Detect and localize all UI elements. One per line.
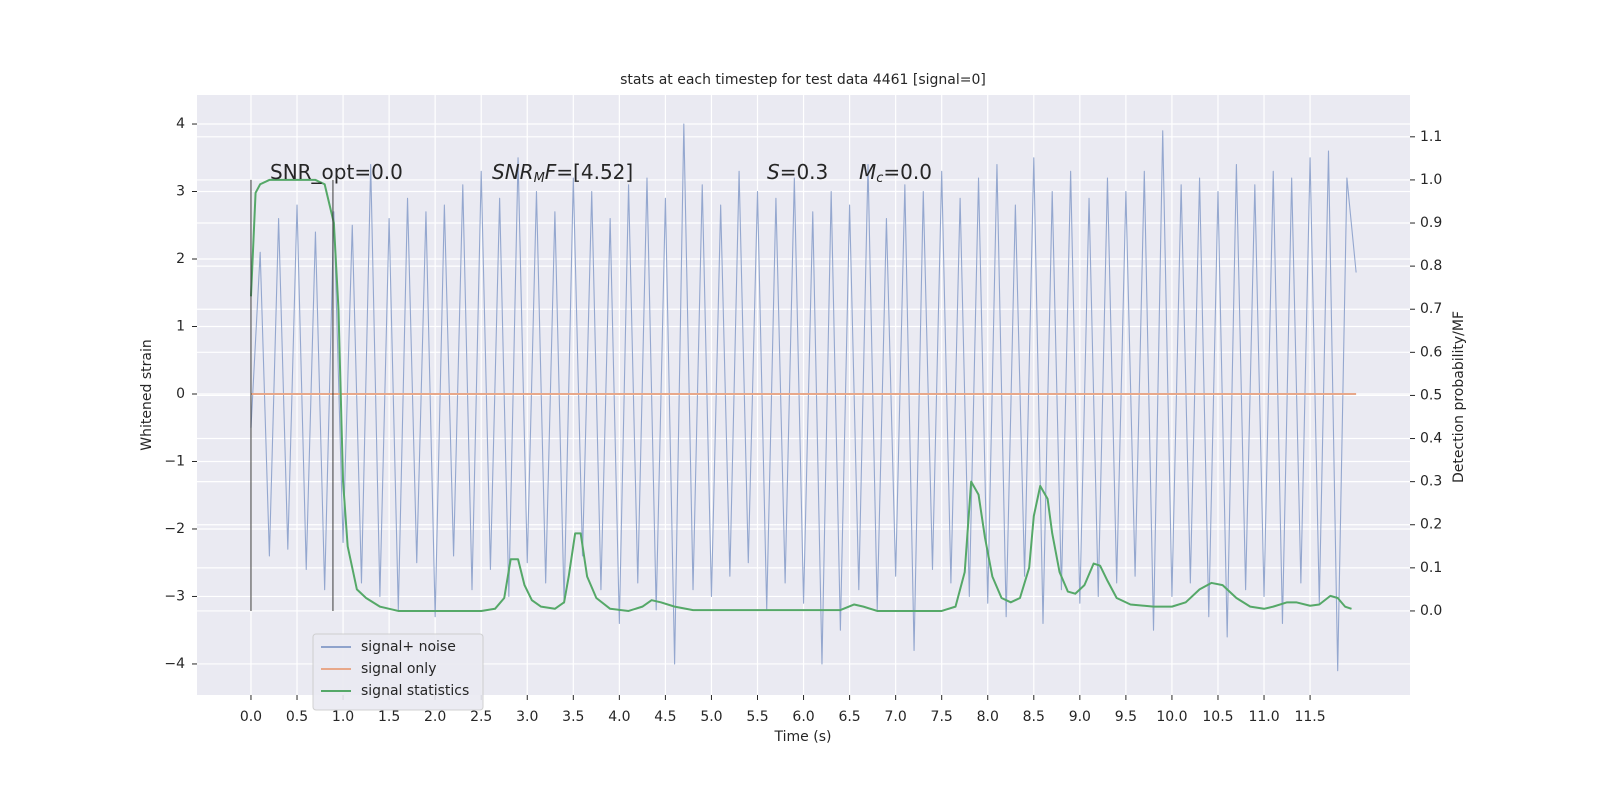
y2-tick-label: 1.1	[1420, 129, 1442, 145]
y-axis-label: Whitened strain	[139, 339, 155, 450]
annotation-italic: S	[767, 160, 780, 184]
x-tick-label: 3.5	[562, 709, 584, 725]
x-axis-label: Time (s)	[774, 729, 832, 745]
x-tick-label: 5.0	[700, 709, 722, 725]
x-tick-label: 11.5	[1294, 709, 1325, 725]
y-tick-label: −1	[164, 453, 185, 469]
annotation: SNR_opt=0.0	[270, 160, 403, 184]
x-tick-label: 3.0	[516, 709, 538, 725]
x-tick-label: 2.5	[470, 709, 492, 725]
legend-label: signal only	[361, 661, 436, 677]
y-tick-label: −3	[164, 588, 185, 604]
y-tick-label: 4	[176, 116, 185, 132]
x-tick-label: 2.0	[424, 709, 446, 725]
annotation: Mc=0.0	[859, 160, 932, 186]
y2-tick-label: 1.0	[1420, 172, 1442, 188]
annotation-italic: M	[859, 160, 876, 184]
x-tick-label: 8.5	[1023, 709, 1045, 725]
x-tick-label: 10.5	[1202, 709, 1233, 725]
y-tick-label: −4	[164, 656, 185, 672]
x-tick-label: 0.0	[240, 709, 262, 725]
x-tick-label: 9.0	[1069, 709, 1091, 725]
x-tick-label: 4.0	[608, 709, 630, 725]
y-tick-label: 3	[176, 184, 185, 200]
x-tick-label: 5.5	[746, 709, 768, 725]
y-tick-label: 2	[176, 251, 185, 267]
y2-tick-label: 0.1	[1420, 560, 1442, 576]
x-tick-label: 10.0	[1156, 709, 1187, 725]
y2-tick-label: 0.6	[1420, 344, 1442, 360]
chart-title: stats at each timestep for test data 446…	[620, 72, 986, 88]
x-tick-label: 1.0	[332, 709, 354, 725]
x-tick-label: 6.0	[792, 709, 814, 725]
y2-tick-label: 0.0	[1420, 603, 1442, 619]
y-tick-label: −2	[164, 521, 185, 537]
y2-tick-label: 0.4	[1420, 431, 1442, 447]
x-tick-label: 4.5	[654, 709, 676, 725]
annotation: SNRMF=[4.52]	[492, 160, 633, 186]
y2-tick-label: 0.5	[1420, 387, 1442, 403]
annotation-text: =[4.52]	[556, 160, 633, 184]
x-tick-label: 1.5	[378, 709, 400, 725]
y-tick-label: 1	[176, 318, 185, 334]
annotation-text: =0.0	[883, 160, 932, 184]
annotation: S=0.3	[767, 160, 828, 184]
y2-axis-label: Detection probability/MF	[1451, 311, 1467, 483]
legend-label: signal statistics	[361, 683, 469, 699]
x-tick-label: 6.5	[838, 709, 860, 725]
x-tick-label: 8.0	[977, 709, 999, 725]
series-line	[250, 123, 1357, 672]
series-line	[249, 178, 1352, 612]
y2-tick-label: 0.3	[1420, 474, 1442, 490]
annotation-sub: M	[534, 171, 545, 186]
x-tick-label: 7.0	[885, 709, 907, 725]
annotation-text: =0.3	[780, 160, 829, 184]
y2-tick-label: 0.8	[1420, 258, 1442, 274]
x-tick-label: 0.5	[286, 709, 308, 725]
y2-tick-label: 0.7	[1420, 301, 1442, 317]
x-tick-label: 7.5	[931, 709, 953, 725]
y2-tick-label: 0.9	[1420, 215, 1442, 231]
x-tick-label: 11.0	[1248, 709, 1279, 725]
annotation-sub: c	[876, 171, 883, 186]
legend-label: signal+ noise	[361, 639, 456, 655]
y2-tick-label: 0.2	[1420, 517, 1442, 533]
annotation-text: SNR_opt=0.0	[270, 160, 403, 184]
annotation-italic: SNR	[492, 160, 534, 184]
legend-box	[312, 633, 484, 711]
annotation-italic: F	[545, 160, 557, 184]
x-tick-label: 9.5	[1115, 709, 1137, 725]
y-tick-label: 0	[176, 386, 185, 402]
